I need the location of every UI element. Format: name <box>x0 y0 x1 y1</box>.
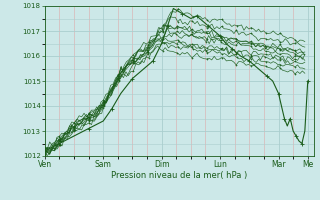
X-axis label: Pression niveau de la mer( hPa ): Pression niveau de la mer( hPa ) <box>111 171 247 180</box>
